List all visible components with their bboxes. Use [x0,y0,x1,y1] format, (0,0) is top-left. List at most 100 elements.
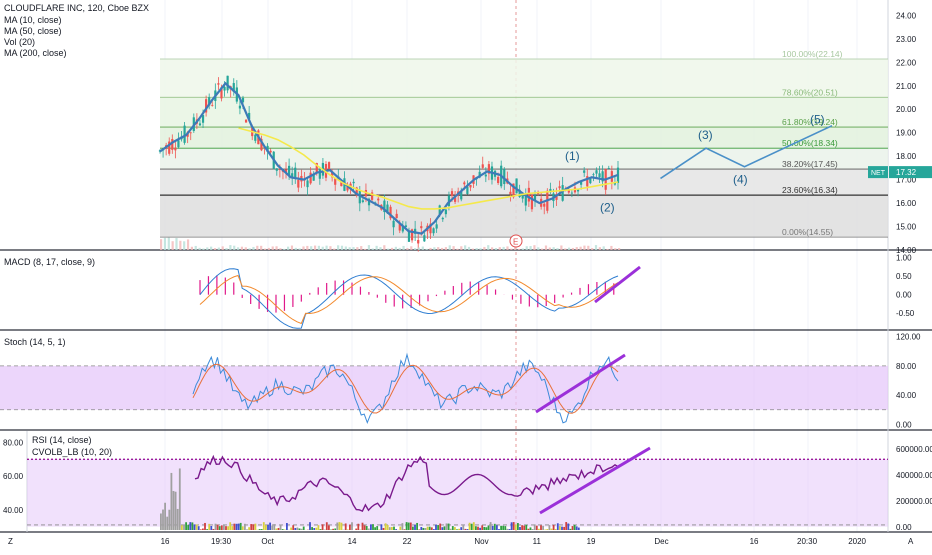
cvol-bar [231,526,233,530]
volume-bar [406,248,408,250]
cvol-bar [412,527,414,530]
price-tick-label: 21.00 [896,82,917,91]
cvol-bar [213,529,215,530]
cvol-bar [576,526,578,530]
macd-tick-label: -0.50 [896,309,915,318]
cvol-bar [479,528,481,530]
volume-bar [360,246,362,250]
fib-level-label: 0.00%(14.55) [782,227,833,237]
time-axis-label: 16 [750,537,759,546]
volume-bar [191,247,193,250]
volume-bar [503,247,505,250]
volume-bar [568,248,570,250]
volume-bar [599,247,601,250]
cvol-bar [504,526,506,530]
volume-bar [414,248,416,250]
volume-bar [479,248,481,250]
volume-bar [464,245,466,250]
candle-body [393,221,395,227]
cvol-bar [387,525,389,530]
cvol-bar [574,525,576,530]
volume-bar [518,249,520,250]
cvol-bar [399,527,401,530]
candle-body [306,180,308,187]
time-axis-label: 14 [348,537,357,546]
cvol-bar [362,523,364,530]
volume-bar [245,247,247,250]
cvol-bar [341,523,343,530]
candle-body [509,192,511,195]
time-axis-label: Dec [654,537,668,546]
volume-bar [395,247,397,250]
candle-body [583,170,585,172]
cvol-bar [477,527,479,530]
volume-bar [206,247,208,250]
volume-bar [595,245,597,250]
cvol-bar [187,525,189,530]
volume-bar [391,248,393,250]
volume-bar [345,247,347,250]
cvol-bar [536,526,538,530]
volume-bar [576,247,578,250]
volume-bar [329,246,331,250]
candle-body [270,151,272,153]
cvol-bar [345,523,347,530]
rsi-legend: RSI (14, close) [32,435,92,445]
cvol-bar [389,527,391,530]
volume-bar [556,248,558,250]
cvol-bar [542,526,544,530]
cvol-tick-label: 400000.00 [896,471,932,480]
candle-body [445,210,447,215]
cvol-bar [255,524,257,530]
cvol-bar [427,527,429,530]
cvol-bar [410,523,412,530]
cvol-bar [502,526,504,530]
cvol-bar [565,522,567,530]
cvol-bar [364,525,366,530]
volume-bar [537,247,539,250]
cvol-bar [456,529,458,530]
ticker-tag-text: NET [871,170,886,177]
candle-body [608,168,610,169]
volume-bar [225,248,227,250]
candle-body [592,174,594,175]
candle-body [174,148,176,151]
candle-body [432,228,434,233]
volume-bar [545,246,547,250]
candle-body [362,200,364,202]
volume-bar [160,239,162,250]
cvol-bar [208,524,210,530]
cvol-bar [320,529,322,530]
cvol-bar [488,525,490,530]
cvol-bar [227,526,229,530]
cvol-bar [160,513,162,530]
cvol-bar [557,523,559,530]
volume-bar [164,238,166,250]
volume-bar [295,248,297,250]
volume-bar [349,247,351,250]
earnings-marker-label: E [513,238,518,247]
cvol-bar [181,525,183,530]
candle-body [497,177,499,183]
cvol-bar [549,525,551,530]
cvol-bar [194,524,196,530]
cvol-bar [210,526,212,530]
cvol-bar [408,523,410,530]
cvol-bar [370,524,372,530]
cvol-bar [238,524,240,530]
cvol-bar [328,525,330,530]
fib-level-label: 23.60%(16.34) [782,185,838,195]
volume-bar [433,247,435,250]
cvol-bar [242,526,244,530]
volume-bar [533,245,535,250]
volume-bar [256,246,258,250]
price-tick-label: 15.00 [896,223,917,232]
cvol-bar [276,528,278,530]
volume-bar [410,246,412,250]
stoch-tick-label: 120.00 [896,333,921,342]
price-tick-label: 16.00 [896,199,917,208]
cvol-bar [269,523,271,530]
cvol-bar [332,529,334,530]
